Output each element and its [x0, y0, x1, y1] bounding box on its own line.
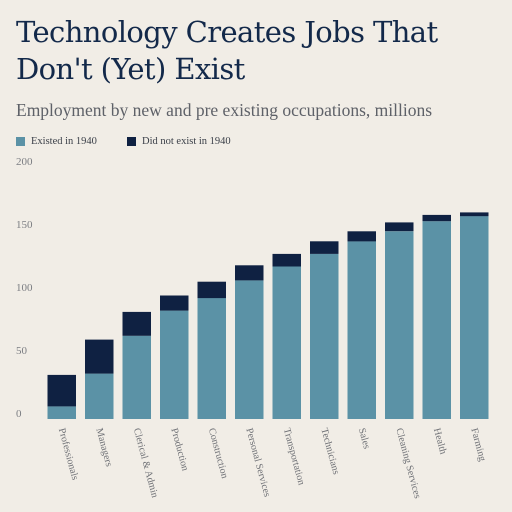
y-tick-label: 100 — [16, 282, 33, 294]
legend-item-existed: Existed in 1940 — [16, 136, 97, 147]
bar-segment-existed — [235, 280, 264, 419]
legend-swatch-existed — [16, 137, 25, 146]
y-tick-label: 0 — [16, 408, 22, 420]
bar-segment-existed — [422, 221, 451, 419]
x-tick-label: Construction — [206, 427, 230, 480]
y-tick-label: 150 — [16, 219, 33, 231]
x-tick-label: Technicians — [318, 427, 341, 476]
bar-segment-existed — [460, 216, 489, 419]
bar-segment-new — [272, 253, 301, 267]
bar-segment-new — [85, 339, 114, 374]
bar-segment-new — [422, 214, 451, 222]
y-tick-label: 50 — [16, 345, 28, 357]
bar-segment-new — [160, 295, 189, 311]
bar-segment-new — [385, 222, 414, 232]
x-tick-label: Professionals — [56, 427, 80, 481]
y-tick-label: 200 — [16, 156, 33, 168]
bar-segment-existed — [272, 266, 301, 419]
bar-segment-existed — [160, 310, 189, 419]
bar-segment-existed — [197, 298, 226, 419]
x-tick-label: Clerical & Admin — [131, 427, 160, 499]
bar-segment-new — [122, 311, 151, 336]
bar-segment-new — [47, 374, 76, 407]
chart-title: Technology Creates Jobs That Don't (Yet)… — [16, 15, 438, 86]
x-tick-label: Transportation — [281, 427, 307, 486]
bar-segment-existed — [122, 335, 151, 419]
x-tick-label: Farming — [468, 427, 487, 463]
x-tick-label: Sales — [356, 427, 372, 450]
bar-segment-existed — [47, 406, 76, 419]
bar-segment-new — [310, 241, 339, 254]
legend-item-new: Did not exist in 1940 — [127, 136, 231, 147]
bar-segment-existed — [347, 241, 376, 419]
legend-swatch-new — [127, 137, 136, 146]
x-tick-label: Managers — [93, 427, 114, 468]
bar-segment-new — [347, 231, 376, 242]
bar-segment-new — [460, 212, 489, 217]
legend-label-new: Did not exist in 1940 — [142, 136, 231, 147]
x-tick-label: Cleaning Services — [393, 427, 422, 500]
bar-segment-existed — [310, 253, 339, 419]
bar-segment-new — [235, 265, 264, 281]
x-tick-label: Production — [168, 427, 190, 472]
x-tick-label: Health — [431, 427, 449, 456]
legend-label-existed: Existed in 1940 — [31, 136, 97, 147]
bar-segment-existed — [385, 231, 414, 419]
bar-segment-existed — [85, 373, 114, 419]
bar-segment-new — [197, 281, 226, 299]
x-tick-label: Personal Services — [243, 427, 272, 498]
chart-subtitle: Employment by new and pre existing occup… — [16, 100, 433, 120]
